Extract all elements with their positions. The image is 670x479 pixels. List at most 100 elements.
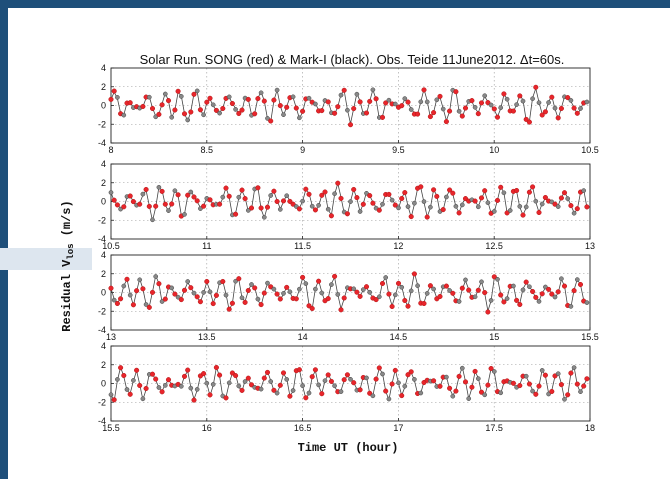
marki-point bbox=[281, 291, 286, 296]
x-tick-label: 13.5 bbox=[198, 332, 216, 342]
marki-point bbox=[507, 208, 513, 213]
song-point bbox=[143, 186, 149, 193]
song-point bbox=[239, 187, 245, 193]
song-point bbox=[453, 388, 459, 394]
marki-point bbox=[530, 388, 535, 394]
marki-point bbox=[140, 396, 146, 402]
marki-point bbox=[354, 91, 360, 97]
song-point bbox=[584, 376, 590, 382]
marki-point bbox=[472, 104, 478, 110]
marki-point bbox=[396, 380, 401, 386]
marki-point bbox=[284, 193, 290, 199]
song-point bbox=[137, 201, 143, 207]
marki-point bbox=[108, 392, 114, 398]
song-point bbox=[191, 91, 197, 97]
marki-point bbox=[472, 294, 478, 300]
marki-point bbox=[261, 214, 267, 220]
marki-point bbox=[217, 110, 222, 116]
song-point bbox=[303, 186, 309, 192]
marki-point bbox=[584, 300, 590, 305]
song-point bbox=[549, 94, 555, 100]
y-tick-label: -4 bbox=[98, 416, 106, 426]
song-point bbox=[357, 293, 363, 299]
marki-point bbox=[402, 383, 408, 389]
marki-point bbox=[421, 199, 427, 204]
song-point bbox=[309, 305, 315, 312]
song-point bbox=[153, 203, 159, 209]
song-point bbox=[462, 379, 469, 385]
marki-point bbox=[571, 210, 577, 216]
song-point bbox=[280, 198, 287, 204]
marki-point bbox=[162, 383, 168, 388]
song-point bbox=[261, 98, 267, 104]
marki-point bbox=[578, 389, 583, 395]
song-point bbox=[517, 93, 523, 99]
marki-point bbox=[491, 209, 497, 214]
marki-point bbox=[242, 379, 248, 384]
marki-point bbox=[376, 294, 382, 300]
marki-point bbox=[389, 197, 395, 203]
song-point bbox=[248, 205, 255, 211]
song-point bbox=[296, 206, 302, 212]
marki-point bbox=[475, 376, 481, 381]
song-point bbox=[542, 194, 548, 201]
song-point bbox=[485, 100, 491, 106]
marki-point bbox=[488, 298, 494, 303]
marki-point bbox=[277, 207, 283, 212]
song-point bbox=[392, 367, 398, 373]
song-point bbox=[121, 372, 127, 379]
song-point bbox=[229, 300, 235, 306]
song-point bbox=[114, 300, 120, 307]
marki-point bbox=[415, 283, 420, 289]
marki-point bbox=[249, 282, 254, 287]
song-point bbox=[526, 189, 532, 195]
song-point bbox=[118, 296, 124, 302]
marki-point bbox=[357, 209, 363, 214]
y-tick-label: 2 bbox=[101, 360, 106, 370]
marki-point bbox=[281, 112, 286, 118]
marki-point bbox=[428, 204, 433, 210]
song-point bbox=[494, 114, 501, 120]
song-point bbox=[472, 198, 478, 204]
marki-point bbox=[191, 290, 197, 296]
song-point bbox=[300, 108, 306, 114]
song-point bbox=[284, 104, 290, 110]
marki-point bbox=[523, 373, 529, 379]
song-point bbox=[370, 200, 376, 206]
plot-frame bbox=[110, 163, 591, 240]
song-point bbox=[207, 197, 213, 203]
y-tick-label: -4 bbox=[98, 234, 106, 244]
marki-point bbox=[182, 212, 187, 217]
marki-point bbox=[504, 296, 510, 301]
marki-point bbox=[559, 276, 564, 282]
song-point bbox=[204, 278, 210, 285]
song-point bbox=[533, 84, 539, 90]
x-tick-label: 16 bbox=[202, 423, 212, 433]
song-point bbox=[325, 372, 331, 378]
song-point bbox=[134, 288, 140, 294]
marki-point bbox=[131, 378, 136, 383]
song-point bbox=[325, 296, 331, 302]
marki-point bbox=[536, 100, 542, 106]
song-point bbox=[287, 198, 293, 204]
song-point bbox=[239, 107, 245, 113]
song-point bbox=[363, 284, 370, 290]
song-point bbox=[245, 287, 251, 294]
song-point bbox=[523, 116, 529, 122]
marki-point bbox=[367, 289, 373, 295]
plot-area bbox=[111, 255, 590, 330]
marki-point bbox=[300, 383, 305, 389]
marki-point bbox=[121, 112, 127, 118]
marki-point bbox=[571, 365, 577, 370]
x-tick-label: 14 bbox=[298, 332, 308, 342]
song-point bbox=[312, 207, 318, 213]
song-point bbox=[233, 373, 239, 379]
song-point bbox=[574, 381, 580, 387]
y-tick-label: 0 bbox=[101, 379, 106, 389]
marki-point bbox=[121, 283, 127, 289]
marki-point bbox=[258, 90, 264, 96]
x-tick-label: 18 bbox=[585, 423, 595, 433]
song-point bbox=[526, 381, 532, 387]
x-tick-label: 17.5 bbox=[485, 423, 503, 433]
panel-1: 8 8.5 9 9.5 10 10.5 4 2 0 -2 -4 bbox=[98, 63, 599, 155]
